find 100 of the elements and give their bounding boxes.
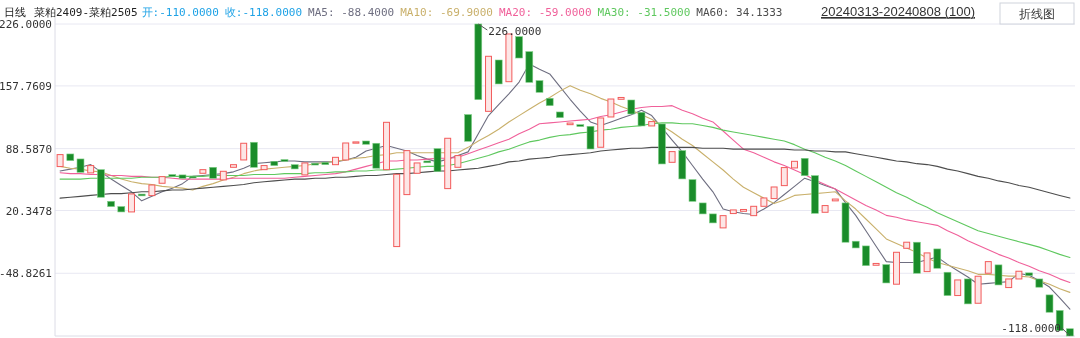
candlestick (903, 241, 911, 249)
text: MA5: -88.4000 (308, 6, 395, 19)
candlestick (658, 123, 666, 165)
annotation: 226.0000 (488, 25, 542, 38)
candlestick (545, 97, 554, 106)
candlestick (709, 213, 717, 224)
candlestick (566, 122, 574, 126)
candlestick (219, 170, 227, 181)
candlestick (321, 162, 330, 165)
line-series (59, 122, 1071, 259)
candlestick (117, 206, 126, 213)
candlestick (148, 184, 156, 197)
candlestick (943, 271, 952, 296)
text: MA20: -59.0000 (498, 6, 592, 19)
line-series (59, 146, 1071, 199)
candlestick (158, 176, 166, 184)
text: MA30: -31.5000 (597, 6, 691, 19)
candlestick (485, 55, 492, 112)
candlestick (107, 201, 115, 207)
candlestick (678, 150, 687, 180)
candlestick (1035, 278, 1044, 288)
candlestick (893, 251, 900, 285)
button: 折线图 (999, 2, 1075, 25)
candlestick (178, 174, 187, 179)
candlestick (698, 202, 707, 215)
candlestick (188, 175, 197, 179)
candlestick (87, 165, 95, 174)
candlestick (280, 159, 289, 162)
candlestick (862, 245, 870, 266)
candlestick (76, 158, 85, 173)
candlestick (352, 141, 360, 144)
candlestick (576, 124, 585, 127)
candlestick (137, 193, 146, 197)
candlestick (372, 142, 381, 169)
chart-subtitle: 菜粕2409-菜粕2505 (34, 6, 138, 19)
candlestick (811, 175, 819, 214)
candlestick (770, 186, 778, 200)
text: 开:-110.0000 (141, 6, 219, 19)
candlestick (403, 150, 411, 196)
candlestick (607, 98, 615, 118)
candlestick (994, 264, 1003, 286)
candlestick (494, 59, 503, 85)
candlestick (383, 121, 390, 171)
candlestick (230, 164, 237, 168)
candlestick (800, 158, 809, 176)
candlestick (525, 51, 534, 83)
candlestick (668, 151, 676, 163)
candlestick (984, 261, 992, 274)
y-tick-label: 20.3478 (5, 204, 52, 218)
candlestick (240, 142, 248, 161)
candlestick (1005, 278, 1013, 289)
text: MA60: 34.1333 (696, 6, 783, 19)
candlestick (66, 153, 75, 161)
candlestick (923, 252, 931, 273)
text: 20240313-20240808 (100) (821, 4, 975, 19)
y-tick-label: 226.0000 (0, 18, 52, 31)
candlestick (199, 169, 207, 174)
candlestick (270, 161, 279, 166)
candlestick (913, 241, 921, 274)
candlestick (290, 164, 299, 170)
candlestick (882, 264, 891, 284)
candlestick (1015, 270, 1023, 280)
y-tick-label: 88.5870 (5, 142, 52, 156)
candlestick (168, 174, 177, 177)
candlestick (260, 165, 268, 171)
candlestick (740, 208, 747, 212)
candlestick (648, 121, 656, 127)
candlestick (729, 209, 737, 215)
candlestick (250, 141, 258, 168)
candlestick (841, 202, 850, 243)
candlestick (974, 275, 982, 304)
candlestick (433, 148, 442, 172)
candlestick (821, 205, 829, 213)
candlestick (393, 173, 401, 248)
candlestick (964, 278, 972, 305)
candlestick (505, 33, 513, 83)
candlestick (597, 117, 605, 148)
annotation: -118.0000 (1001, 322, 1061, 335)
candlestick (311, 162, 319, 166)
note: 226.0000 (477, 23, 542, 38)
candlestick (933, 248, 942, 269)
candlestick (556, 111, 564, 118)
candlestick (97, 169, 105, 198)
candlestick (688, 179, 697, 202)
candlestick (362, 140, 370, 145)
candlestick (423, 160, 432, 164)
candlestick (1045, 294, 1054, 313)
candlestick (464, 114, 472, 142)
y-tick-label: -48.8261 (0, 267, 52, 281)
candlestick (791, 160, 798, 169)
text: MA10: -69.9000 (400, 6, 493, 19)
candlestick (780, 167, 788, 187)
candlestick (474, 23, 483, 100)
candlestick (342, 142, 350, 161)
candlestick (515, 36, 523, 59)
candlestick (444, 137, 452, 190)
candlestick (750, 205, 758, 217)
candlestick (56, 154, 64, 168)
candlestick (851, 240, 860, 249)
candlestick (586, 126, 595, 150)
